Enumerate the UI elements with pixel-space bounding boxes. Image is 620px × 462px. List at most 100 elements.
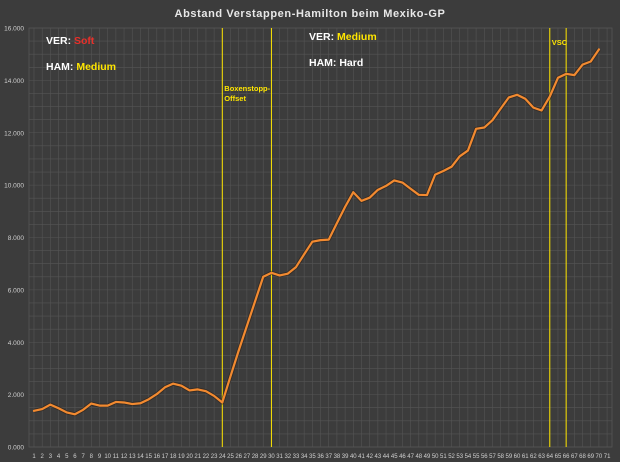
data-point xyxy=(229,375,232,378)
data-point xyxy=(376,188,379,191)
data-point xyxy=(565,72,568,75)
x-tick-label: 7 xyxy=(81,454,85,460)
data-point xyxy=(188,389,191,392)
data-point xyxy=(417,193,420,196)
x-tick-label: 26 xyxy=(235,454,242,460)
data-point xyxy=(278,274,281,277)
x-tick-label: 50 xyxy=(432,454,439,460)
vertical-marker-label: Boxenstopp- xyxy=(224,84,270,93)
x-tick-label: 3 xyxy=(49,454,53,460)
data-point xyxy=(426,194,428,196)
x-tick-label: 31 xyxy=(276,454,283,460)
data-point xyxy=(327,238,330,241)
data-point xyxy=(344,205,347,208)
x-tick-label: 53 xyxy=(456,454,463,460)
data-point xyxy=(147,398,150,401)
x-tick-label: 59 xyxy=(506,454,513,460)
x-tick-label: 1 xyxy=(32,454,36,460)
data-point xyxy=(49,403,52,406)
data-point xyxy=(598,48,600,51)
data-point xyxy=(491,119,494,122)
x-tick-label: 65 xyxy=(555,454,562,460)
data-point xyxy=(74,413,76,416)
stint2-annotation: VER: Medium HAM: Hard xyxy=(309,31,377,69)
y-tick-label: 8.000 xyxy=(8,235,25,242)
x-tick-label: 35 xyxy=(309,454,316,460)
x-tick-label: 64 xyxy=(546,454,553,460)
x-tick-label: 49 xyxy=(424,454,431,460)
stint1-ham-label: HAM: xyxy=(46,61,76,73)
data-point xyxy=(98,404,101,407)
x-tick-label: 14 xyxy=(137,454,144,460)
data-point xyxy=(458,155,461,158)
y-tick-label: 6.000 xyxy=(8,287,25,294)
data-point xyxy=(270,271,273,274)
data-point xyxy=(262,275,265,278)
x-tick-label: 5 xyxy=(65,454,69,460)
vertical-marker-label: Offset xyxy=(224,94,246,103)
x-tick-label: 24 xyxy=(219,454,226,460)
x-tick-label: 40 xyxy=(350,454,357,460)
data-point xyxy=(295,266,297,268)
x-tick-label: 45 xyxy=(391,454,398,460)
data-point xyxy=(450,165,453,168)
data-point xyxy=(90,402,93,405)
x-tick-label: 42 xyxy=(366,454,373,460)
y-tick-label: 14.000 xyxy=(4,78,24,85)
data-point xyxy=(245,325,248,327)
x-tick-label: 67 xyxy=(571,454,578,460)
x-tick-label: 51 xyxy=(440,454,447,460)
data-point xyxy=(205,390,207,393)
x-tick-label: 22 xyxy=(203,454,210,460)
x-tick-label: 28 xyxy=(252,454,259,460)
data-point xyxy=(434,173,437,176)
x-tick-label: 13 xyxy=(129,454,136,460)
data-point xyxy=(114,401,117,403)
x-tick-label: 66 xyxy=(563,454,570,460)
data-point xyxy=(581,63,584,66)
data-point xyxy=(196,388,199,391)
vertical-marker-label: VSC xyxy=(552,38,568,47)
data-point xyxy=(41,408,44,410)
x-tick-label: 46 xyxy=(399,454,406,460)
x-tick-label: 62 xyxy=(530,454,537,460)
data-point xyxy=(106,404,109,407)
stint1-annotation: VER: Soft HAM: Medium xyxy=(46,35,116,73)
y-tick-label: 2.000 xyxy=(8,392,25,399)
stint2-ver-line: VER: Medium xyxy=(309,31,377,43)
x-tick-label: 17 xyxy=(162,454,169,460)
x-tick-label: 58 xyxy=(497,454,504,460)
x-tick-label: 60 xyxy=(514,454,521,460)
data-point xyxy=(82,408,85,411)
x-tick-label: 44 xyxy=(383,454,390,460)
x-tick-label: 6 xyxy=(73,454,77,460)
x-tick-label: 33 xyxy=(293,454,300,460)
data-point xyxy=(540,109,543,112)
x-tick-label: 4 xyxy=(57,454,61,460)
data-point xyxy=(319,239,322,242)
x-tick-label: 20 xyxy=(186,454,193,460)
x-tick-label: 32 xyxy=(284,454,291,460)
data-point xyxy=(33,409,35,412)
data-point xyxy=(286,272,289,275)
data-point xyxy=(393,179,396,182)
x-tick-label: 43 xyxy=(375,454,382,460)
data-point xyxy=(507,96,510,99)
x-tick-label: 54 xyxy=(465,454,472,460)
x-tick-label: 27 xyxy=(244,454,251,460)
data-point xyxy=(573,74,576,77)
data-point xyxy=(475,127,477,130)
x-tick-label: 29 xyxy=(260,454,267,460)
x-tick-label: 47 xyxy=(407,454,414,460)
data-point xyxy=(221,401,224,404)
x-tick-label: 19 xyxy=(178,454,185,460)
x-tick-label: 55 xyxy=(473,454,480,460)
stint1-ver-line: VER: Soft xyxy=(46,35,95,47)
y-axis: 0.000 2.000 4.000 6.000 8.000 10.000 12.000 14.… xyxy=(4,26,24,452)
x-tick-label: 52 xyxy=(448,454,455,460)
x-axis: 1 2 3 4 5 6 7 8 9 10 11 12 13 14 15 16 17 18 19 20 21 22 23 24 2… xyxy=(32,454,611,460)
x-tick-label: 37 xyxy=(325,454,332,460)
data-point xyxy=(360,199,363,202)
x-tick-label: 9 xyxy=(98,454,102,460)
